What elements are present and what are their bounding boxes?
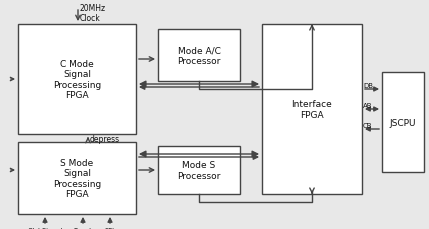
Text: Reset: Reset [74,227,92,229]
Bar [382,73,424,172]
Bar [158,30,240,82]
Text: depress: depress [90,134,120,143]
Bar [262,25,362,194]
Text: Ctrl Signal: Ctrl Signal [28,227,62,229]
Text: AB: AB [363,103,372,109]
Text: Mode S
Processor: Mode S Processor [177,161,221,180]
Text: C Mode
Signal
Processing
FPGA: C Mode Signal Processing FPGA [53,60,101,100]
Bar [18,142,136,214]
Text: Mode A/C
Processor: Mode A/C Processor [177,46,221,65]
Text: SPI: SPI [105,227,115,229]
Text: Interface
FPGA: Interface FPGA [292,100,332,119]
Text: S Mode
Signal
Processing
FPGA: S Mode Signal Processing FPGA [53,158,101,198]
Bar [18,25,136,134]
Text: DB: DB [363,83,373,89]
Text: 20MHz
Clock: 20MHz Clock [80,4,106,23]
Text: JSCPU: JSCPU [390,118,416,127]
Text: CB: CB [363,123,372,128]
Bar [158,146,240,194]
